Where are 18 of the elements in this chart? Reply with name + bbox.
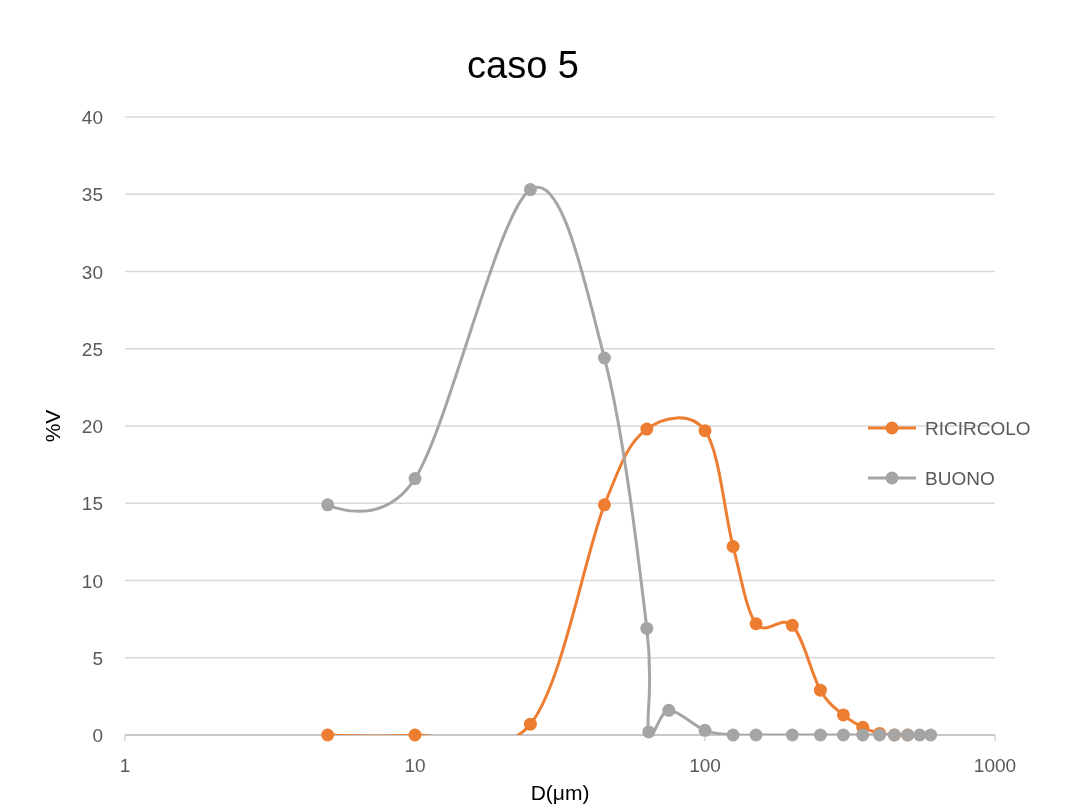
x-tick-label: 10	[404, 755, 426, 776]
y-tick-label: 30	[81, 261, 103, 283]
y-axis-title: %V	[41, 409, 64, 443]
y-tick-label: 5	[92, 647, 103, 669]
chart-title: caso 5	[467, 44, 579, 86]
legend-label: BUONO	[925, 468, 995, 489]
y-tick-label: 40	[81, 107, 103, 128]
y-tick-label: 0	[92, 725, 103, 746]
x-tick-label: 1000	[973, 755, 1017, 776]
x-tick-label: 100	[689, 755, 721, 776]
y-tick-label: 10	[81, 570, 103, 592]
legend-label: RICIRCOLO	[925, 418, 1031, 439]
y-tick-label: 25	[81, 338, 103, 360]
x-axis-title: D(μm)	[530, 781, 590, 804]
y-tick-label: 20	[81, 416, 103, 437]
y-tick-label: 15	[81, 493, 103, 515]
y-tick-label: 35	[81, 184, 103, 206]
x-tick-label: 1	[119, 755, 131, 776]
